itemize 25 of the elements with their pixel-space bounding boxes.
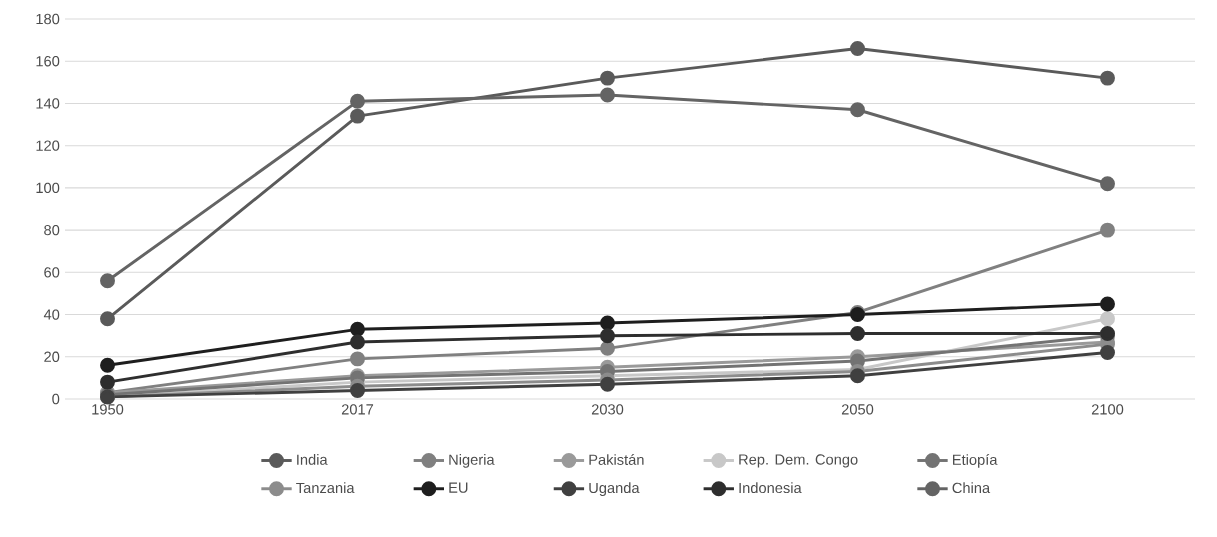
legend-label: Uganda — [589, 482, 640, 496]
legend-label: EU — [449, 482, 468, 493]
y-tick-label: 120 — [36, 140, 60, 151]
y-tick-label: 100 — [36, 182, 60, 194]
legend-label: Nigeria — [449, 454, 495, 468]
x-tick-label: 2100 — [1091, 404, 1124, 415]
y-tick-label: 180 — [36, 13, 60, 25]
y-tick-label: 80 — [44, 224, 60, 236]
legend-label: Indonesia — [739, 482, 802, 494]
x-tick-label: 2030 — [591, 404, 624, 415]
legend-label: Pakistán — [589, 454, 644, 465]
y-tick-label: 160 — [36, 56, 60, 67]
y-tick-label: 40 — [43, 309, 60, 320]
x-tick-label: 1950 — [92, 404, 124, 415]
y-tick-label: 0 — [52, 393, 60, 405]
legend-label: India — [297, 454, 328, 465]
y-tick-label: 140 — [36, 98, 60, 109]
legend-label: Etiopía — [953, 454, 998, 468]
legend-label: Rep. Dem. Congo — [739, 454, 858, 468]
x-tick-label: 2050 — [841, 404, 874, 415]
y-tick-label: 20 — [44, 351, 60, 362]
legend-label: China — [952, 482, 991, 494]
legend-label: Tanzania — [296, 482, 355, 494]
y-tick-label: 60 — [44, 267, 60, 278]
x-tick-label: 2017 — [341, 404, 374, 415]
